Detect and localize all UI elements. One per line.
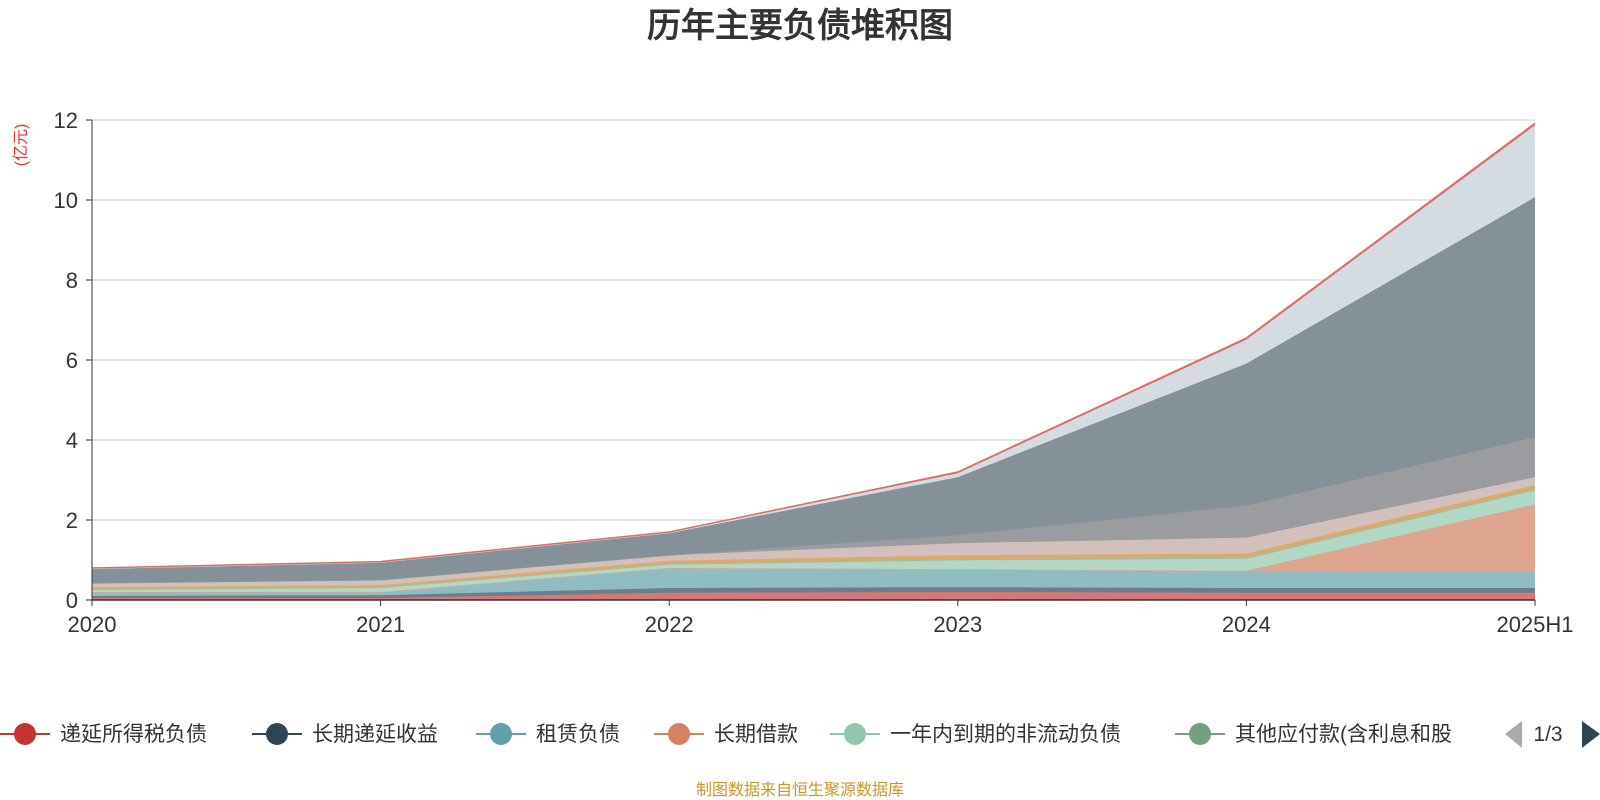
area-series <box>91 122 1536 600</box>
y-tick-label: 10 <box>54 188 78 213</box>
legend-label: 其他应付款(含利息和股 <box>1235 723 1452 746</box>
legend-label: 租赁负债 <box>536 723 620 746</box>
area-series-10 <box>92 125 1535 570</box>
legend-item[interactable]: 其他应付款(含利息和股 <box>1175 723 1452 746</box>
x-tick-label: 2023 <box>933 612 982 637</box>
area-series-2 <box>92 568 1535 596</box>
legend-label: 递延所得税负债 <box>60 723 207 746</box>
x-tick-label: 2022 <box>645 612 694 637</box>
legend-item[interactable]: 一年内到期的非流动负债 <box>830 723 1121 746</box>
legend-item[interactable]: 长期递延收益 <box>252 723 438 746</box>
legend-page-indicator: 1/3 <box>1533 723 1562 746</box>
y-tick-label: 2 <box>66 508 78 533</box>
area-series-4 <box>92 490 1535 592</box>
legend-marker-icon <box>668 723 690 745</box>
legend-item[interactable]: 递延所得税负债 <box>0 723 207 746</box>
legend-marker-icon <box>844 723 866 745</box>
y-tick-label: 4 <box>66 428 78 453</box>
legend-item[interactable]: 租赁负债 <box>476 723 620 746</box>
area-series-0 <box>92 592 1535 600</box>
x-tick-label: 2025H1 <box>1496 612 1573 637</box>
area-series-9 <box>92 197 1535 584</box>
source-note: 制图数据来自恒生聚源数据库 <box>696 781 904 799</box>
legend-next-arrow-icon[interactable] <box>1582 721 1600 748</box>
chart-title: 历年主要负债堆积图 <box>647 7 953 45</box>
legend-marker-icon <box>14 723 36 745</box>
y-tick-label: 0 <box>66 588 78 613</box>
y-tick-label: 6 <box>66 348 78 373</box>
axes: 0 2 4 6 8 10 12 2020 2021 2022 2023 2024 2025H1 <box>54 108 1574 637</box>
area-series-1 <box>92 587 1535 598</box>
legend-prev-arrow-icon[interactable] <box>1505 721 1522 748</box>
legend-marker-icon <box>266 723 288 745</box>
legend-label: 长期递延收益 <box>312 723 438 746</box>
y-axis-unit: (亿元) <box>12 124 30 167</box>
total-outline <box>91 122 1536 569</box>
legend-pager: 1/3 <box>1505 721 1600 748</box>
x-tick-label: 2020 <box>68 612 117 637</box>
x-tick-label: 2021 <box>356 612 405 637</box>
legend-label: 一年内到期的非流动负债 <box>890 723 1121 746</box>
legend-item[interactable]: 长期借款 <box>654 723 798 746</box>
x-tick-label: 2024 <box>1222 612 1271 637</box>
y-tick-label: 8 <box>66 268 78 293</box>
legend: 递延所得税负债 长期递延收益 租赁负债 长期借款 一年内到期的非流动负债 其他应付款(含利… <box>0 723 1452 746</box>
area-series-8 <box>92 437 1535 584</box>
legend-marker-icon <box>1189 723 1211 745</box>
legend-marker-icon <box>490 723 512 745</box>
y-tick-label: 12 <box>54 108 78 133</box>
legend-label: 长期借款 <box>714 723 798 746</box>
